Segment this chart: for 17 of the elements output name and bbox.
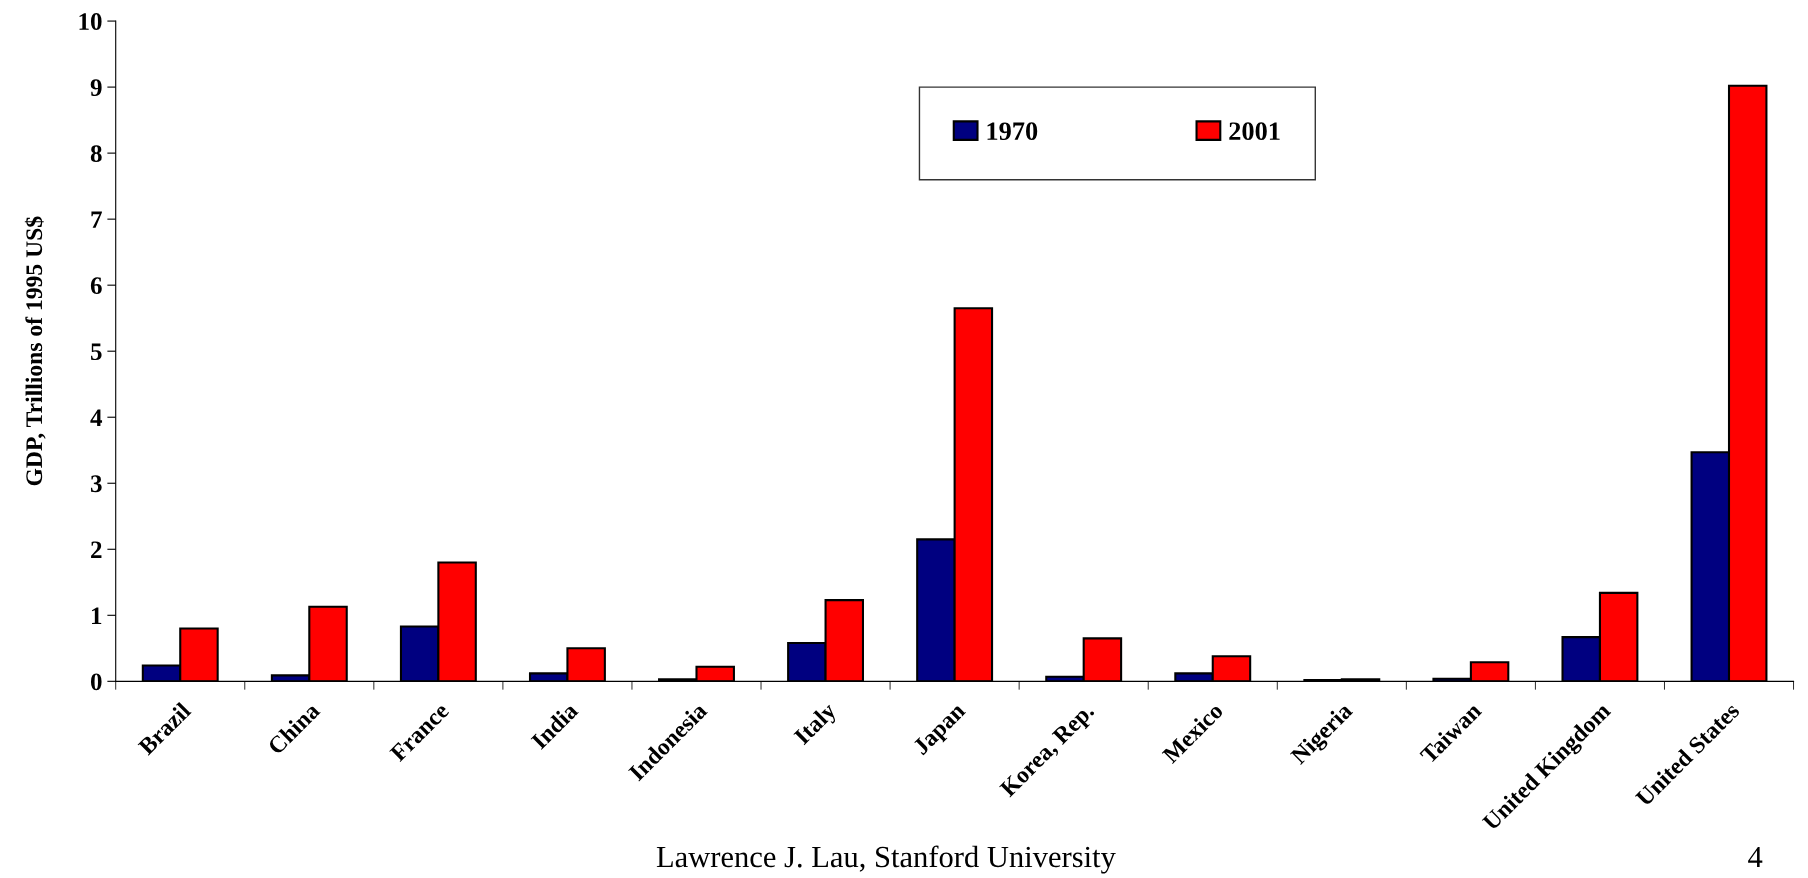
y-tick-label: 1 [92,607,102,624]
legend-label: 1970 [987,122,1038,141]
y-tick-label: 9 [90,79,102,97]
text: 4 [1748,846,1763,868]
y-tick-label: 3 [90,475,102,493]
y-tick-label: 2 [91,541,102,558]
y-tick-label: 4 [90,409,103,426]
y-tick-label: 5 [91,343,102,361]
y-tick-label: 8 [90,145,102,163]
y-tick-label: 10 [79,13,102,30]
y-tick-label: 7 [91,211,102,228]
text: Lawrence J. Lau, Stanford University [656,845,1116,874]
y-tick-label: 6 [90,277,102,295]
legend-label: 2001 [1229,122,1280,141]
y-axis-title: GDP, Trillions of 1995 US$ [24,216,46,486]
y-tick-label: 0 [90,673,102,691]
x-tick-label: Italy [792,700,841,749]
